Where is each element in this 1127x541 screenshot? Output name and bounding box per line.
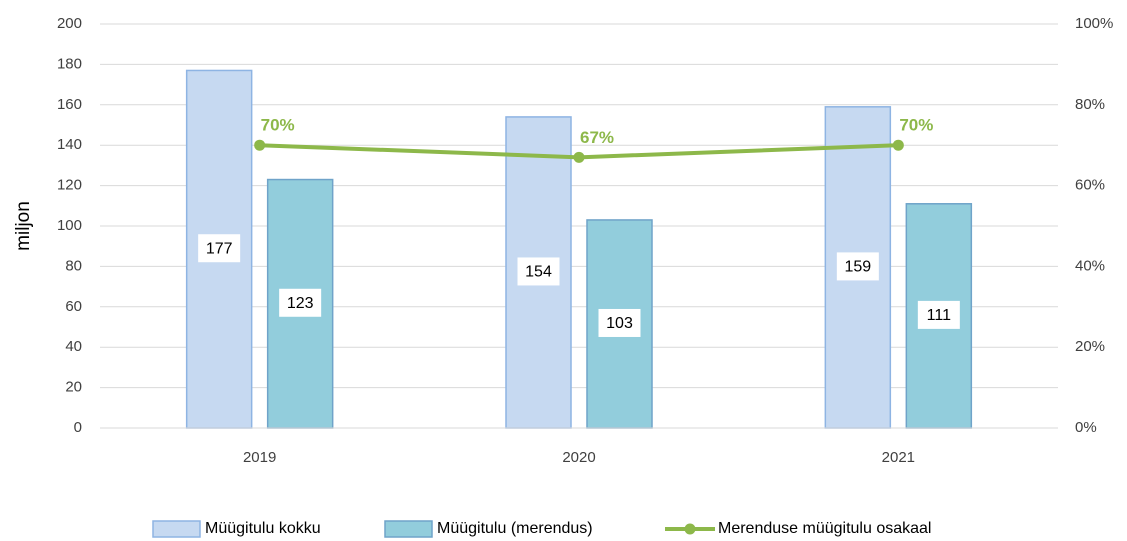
y2-tick-label: 0% (1075, 419, 1097, 436)
y-tick-label: 140 (57, 136, 82, 153)
legend-label: Merenduse müügitulu osakaal (718, 520, 931, 537)
data-label: 103 (606, 315, 633, 332)
y-tick-label: 160 (57, 96, 82, 113)
data-label-box (836, 252, 879, 281)
data-label: 177 (206, 240, 233, 257)
x-tick-label: 2021 (882, 449, 915, 466)
data-label-box (917, 300, 960, 329)
y-tick-label: 80 (65, 257, 82, 274)
y-tick-label: 180 (57, 55, 82, 72)
y2-tick-label: 80% (1075, 96, 1105, 113)
data-label-box (598, 308, 641, 337)
line-marker (254, 139, 266, 151)
data-label: 123 (287, 295, 314, 312)
legend-label: Müügitulu kokku (205, 520, 321, 537)
legend-label: Müügitulu (merendus) (437, 520, 593, 537)
y-tick-label: 120 (57, 177, 82, 194)
legend-swatch (384, 520, 433, 538)
y-axis-label: miljon (13, 201, 34, 251)
y2-tick-label: 20% (1075, 338, 1105, 355)
legend-swatch-marker (684, 523, 696, 535)
x-tick-label: 2020 (562, 449, 595, 466)
y2-tick-label: 40% (1075, 257, 1105, 274)
data-label-box (279, 288, 322, 317)
data-label: 154 (525, 264, 552, 281)
y2-tick-label: 100% (1075, 15, 1113, 32)
data-label-box (198, 234, 241, 263)
y-tick-label: 100 (57, 217, 82, 234)
data-label: 159 (844, 259, 871, 276)
y-tick-label: 40 (65, 338, 82, 355)
x-tick-label: 2019 (243, 449, 276, 466)
y-tick-label: 20 (65, 379, 82, 396)
y-tick-label: 0 (74, 419, 82, 436)
data-label: 67% (580, 128, 614, 147)
line-marker (573, 151, 585, 163)
y-tick-label: 200 (57, 15, 82, 32)
y2-tick-label: 60% (1075, 177, 1105, 194)
y-tick-label: 60 (65, 298, 82, 315)
data-label: 111 (927, 307, 951, 324)
data-label: 70% (899, 116, 933, 135)
line-marker (892, 139, 904, 151)
data-label: 70% (261, 116, 295, 135)
data-label-box (517, 257, 560, 286)
legend-swatch (152, 520, 201, 538)
